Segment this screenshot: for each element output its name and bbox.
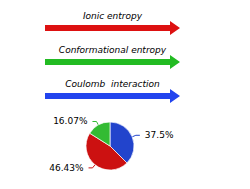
svg-text:Ionic entropy: Ionic entropy bbox=[83, 11, 143, 21]
svg-text:Conformational entropy: Conformational entropy bbox=[59, 45, 167, 55]
svg-text:37.5%: 37.5% bbox=[145, 130, 174, 140]
svg-text:46.43%: 46.43% bbox=[49, 163, 84, 173]
svg-text:Coulomb interaction: Coulomb interaction bbox=[65, 79, 160, 89]
svg-text:16.07%: 16.07% bbox=[53, 116, 88, 126]
